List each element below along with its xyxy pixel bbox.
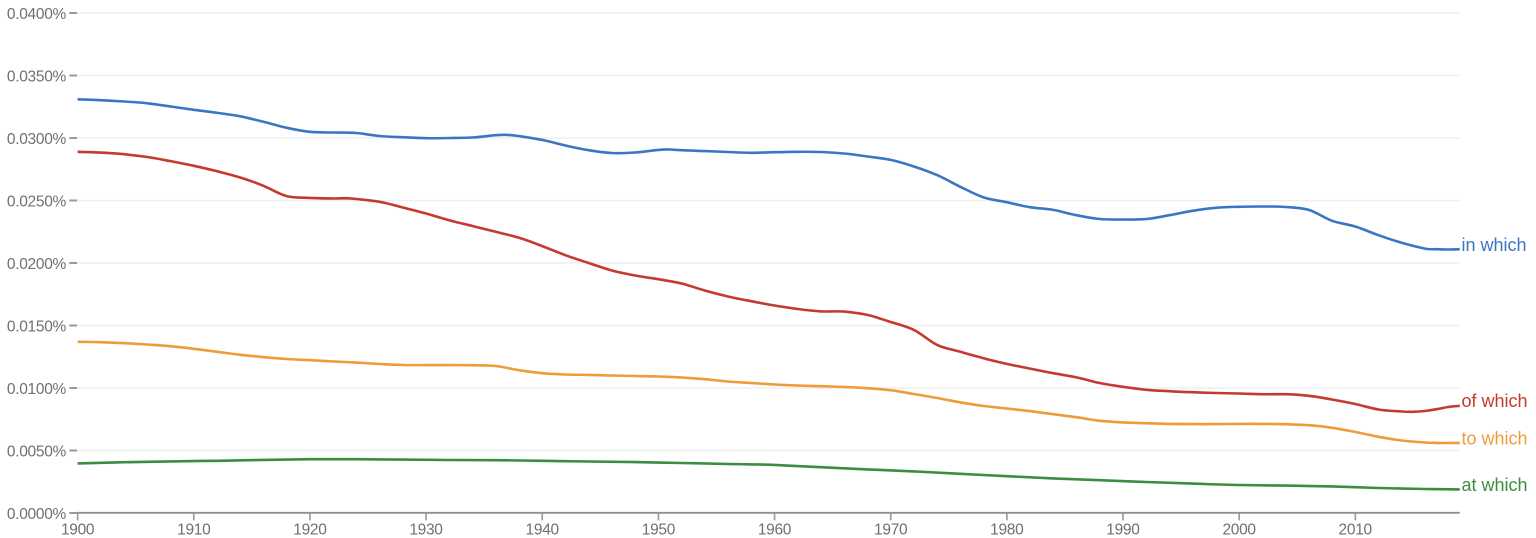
svg-text:1940: 1940 [526, 522, 560, 538]
svg-text:1930: 1930 [409, 522, 443, 538]
svg-text:at which: at which [1462, 475, 1528, 495]
svg-text:0.0000%: 0.0000% [7, 506, 67, 523]
svg-text:to which: to which [1462, 428, 1528, 448]
svg-text:0.0400%: 0.0400% [7, 6, 67, 23]
svg-text:2000: 2000 [1222, 522, 1256, 538]
svg-text:0.0350%: 0.0350% [7, 69, 67, 86]
svg-text:of which: of which [1462, 391, 1528, 411]
svg-text:in which: in which [1462, 235, 1527, 255]
svg-text:0.0200%: 0.0200% [7, 256, 67, 273]
svg-text:0.0250%: 0.0250% [7, 194, 67, 211]
svg-text:0.0300%: 0.0300% [7, 131, 67, 148]
svg-text:1990: 1990 [1106, 522, 1140, 538]
svg-text:2010: 2010 [1339, 522, 1373, 538]
svg-text:1960: 1960 [758, 522, 792, 538]
svg-text:1970: 1970 [874, 522, 908, 538]
svg-text:1920: 1920 [293, 522, 327, 538]
svg-text:0.0150%: 0.0150% [7, 319, 67, 336]
svg-text:1910: 1910 [177, 522, 211, 538]
svg-text:1980: 1980 [990, 522, 1024, 538]
svg-text:1950: 1950 [642, 522, 676, 538]
svg-text:0.0100%: 0.0100% [7, 381, 67, 398]
svg-text:0.0050%: 0.0050% [7, 444, 67, 461]
svg-text:1900: 1900 [61, 522, 95, 538]
